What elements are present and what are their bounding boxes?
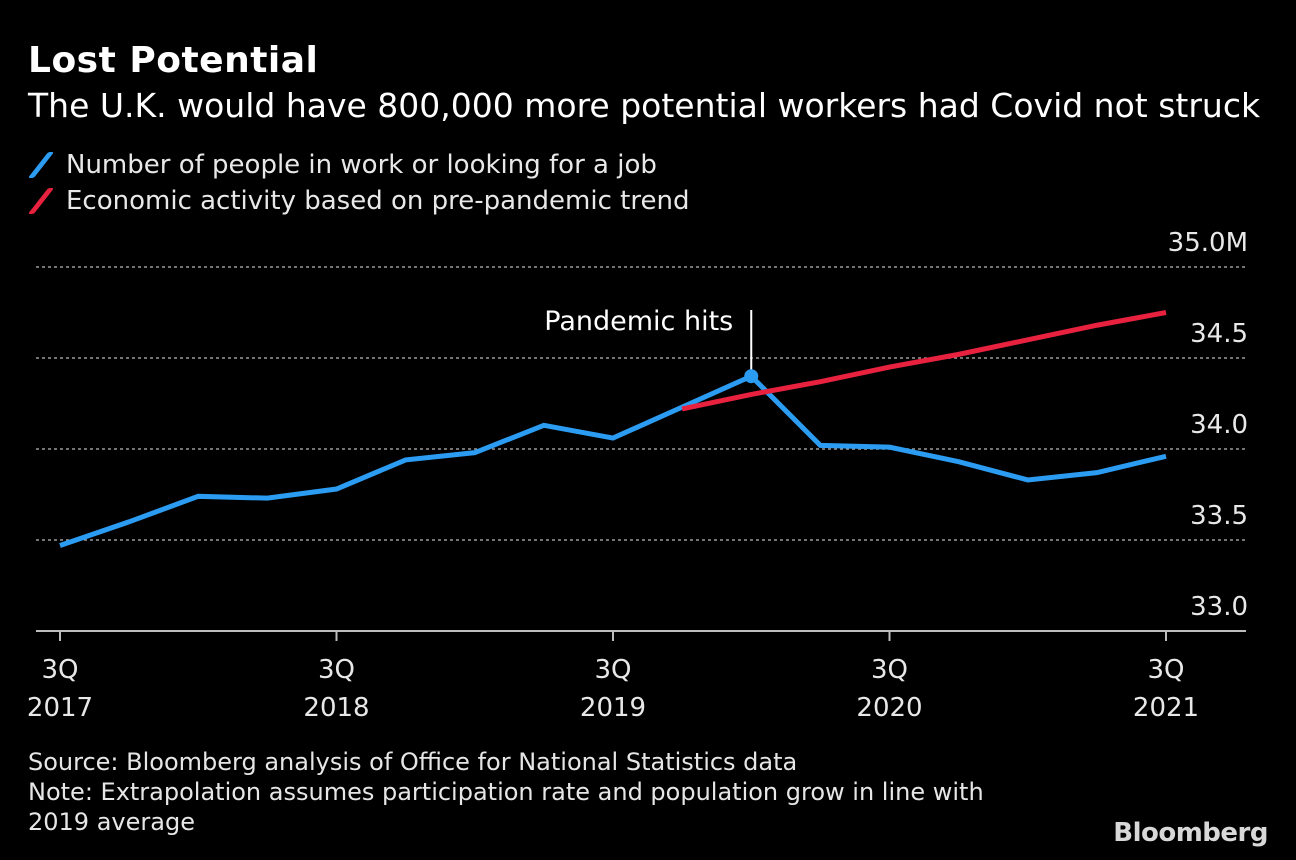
series-line-labor-force xyxy=(59,373,1167,548)
line-chart: 35.0M 34.5 34.0 33.5 33.0 3Q 2017 3Q 2018 3Q 2019 3… xyxy=(27,228,1248,723)
legend-label-trend: Economic activity based on pre-pandemic … xyxy=(66,186,690,216)
annotation-label: Pandemic hits xyxy=(544,306,733,337)
x-tick-label-year: 2019 xyxy=(580,693,646,723)
x-tick-label-year: 2018 xyxy=(303,693,369,723)
x-tick-label-year: 2020 xyxy=(856,693,922,723)
x-tick-label-quarter: 3Q xyxy=(1147,655,1184,685)
x-tick-label-quarter: 3Q xyxy=(41,655,78,685)
legend-item-trend: Economic activity based on pre-pandemic … xyxy=(27,186,690,216)
x-tick-label-quarter: 3Q xyxy=(594,655,631,685)
series-line-trend xyxy=(681,310,1167,412)
legend-label-labor-force: Number of people in work or looking for … xyxy=(66,150,657,180)
y-tick-label: 33.5 xyxy=(1190,501,1248,531)
extrapolation-note-cont: 2019 average xyxy=(28,808,195,836)
y-tick-label: 33.0 xyxy=(1190,592,1248,622)
source-note: Source: Bloomberg analysis of Office for… xyxy=(28,748,798,776)
annotation-marker xyxy=(744,369,759,384)
x-tick-label-year: 2017 xyxy=(27,693,93,723)
x-tick-label-quarter: 3Q xyxy=(318,655,355,685)
y-tick-label: 34.0 xyxy=(1190,410,1248,440)
x-tick-label-quarter: 3Q xyxy=(871,655,908,685)
y-tick-label: 34.5 xyxy=(1190,319,1248,349)
bloomberg-logo: Bloomberg xyxy=(1113,818,1268,848)
chart-subtitle: The U.K. would have 800,000 more potenti… xyxy=(28,86,1261,125)
y-tick-label: 35.0M xyxy=(1168,228,1248,258)
x-tick-label-year: 2021 xyxy=(1133,693,1199,723)
legend-item-labor-force: Number of people in work or looking for … xyxy=(27,150,657,180)
extrapolation-note: Note: Extrapolation assumes participatio… xyxy=(28,778,984,806)
chart-title: Lost Potential xyxy=(28,40,319,81)
